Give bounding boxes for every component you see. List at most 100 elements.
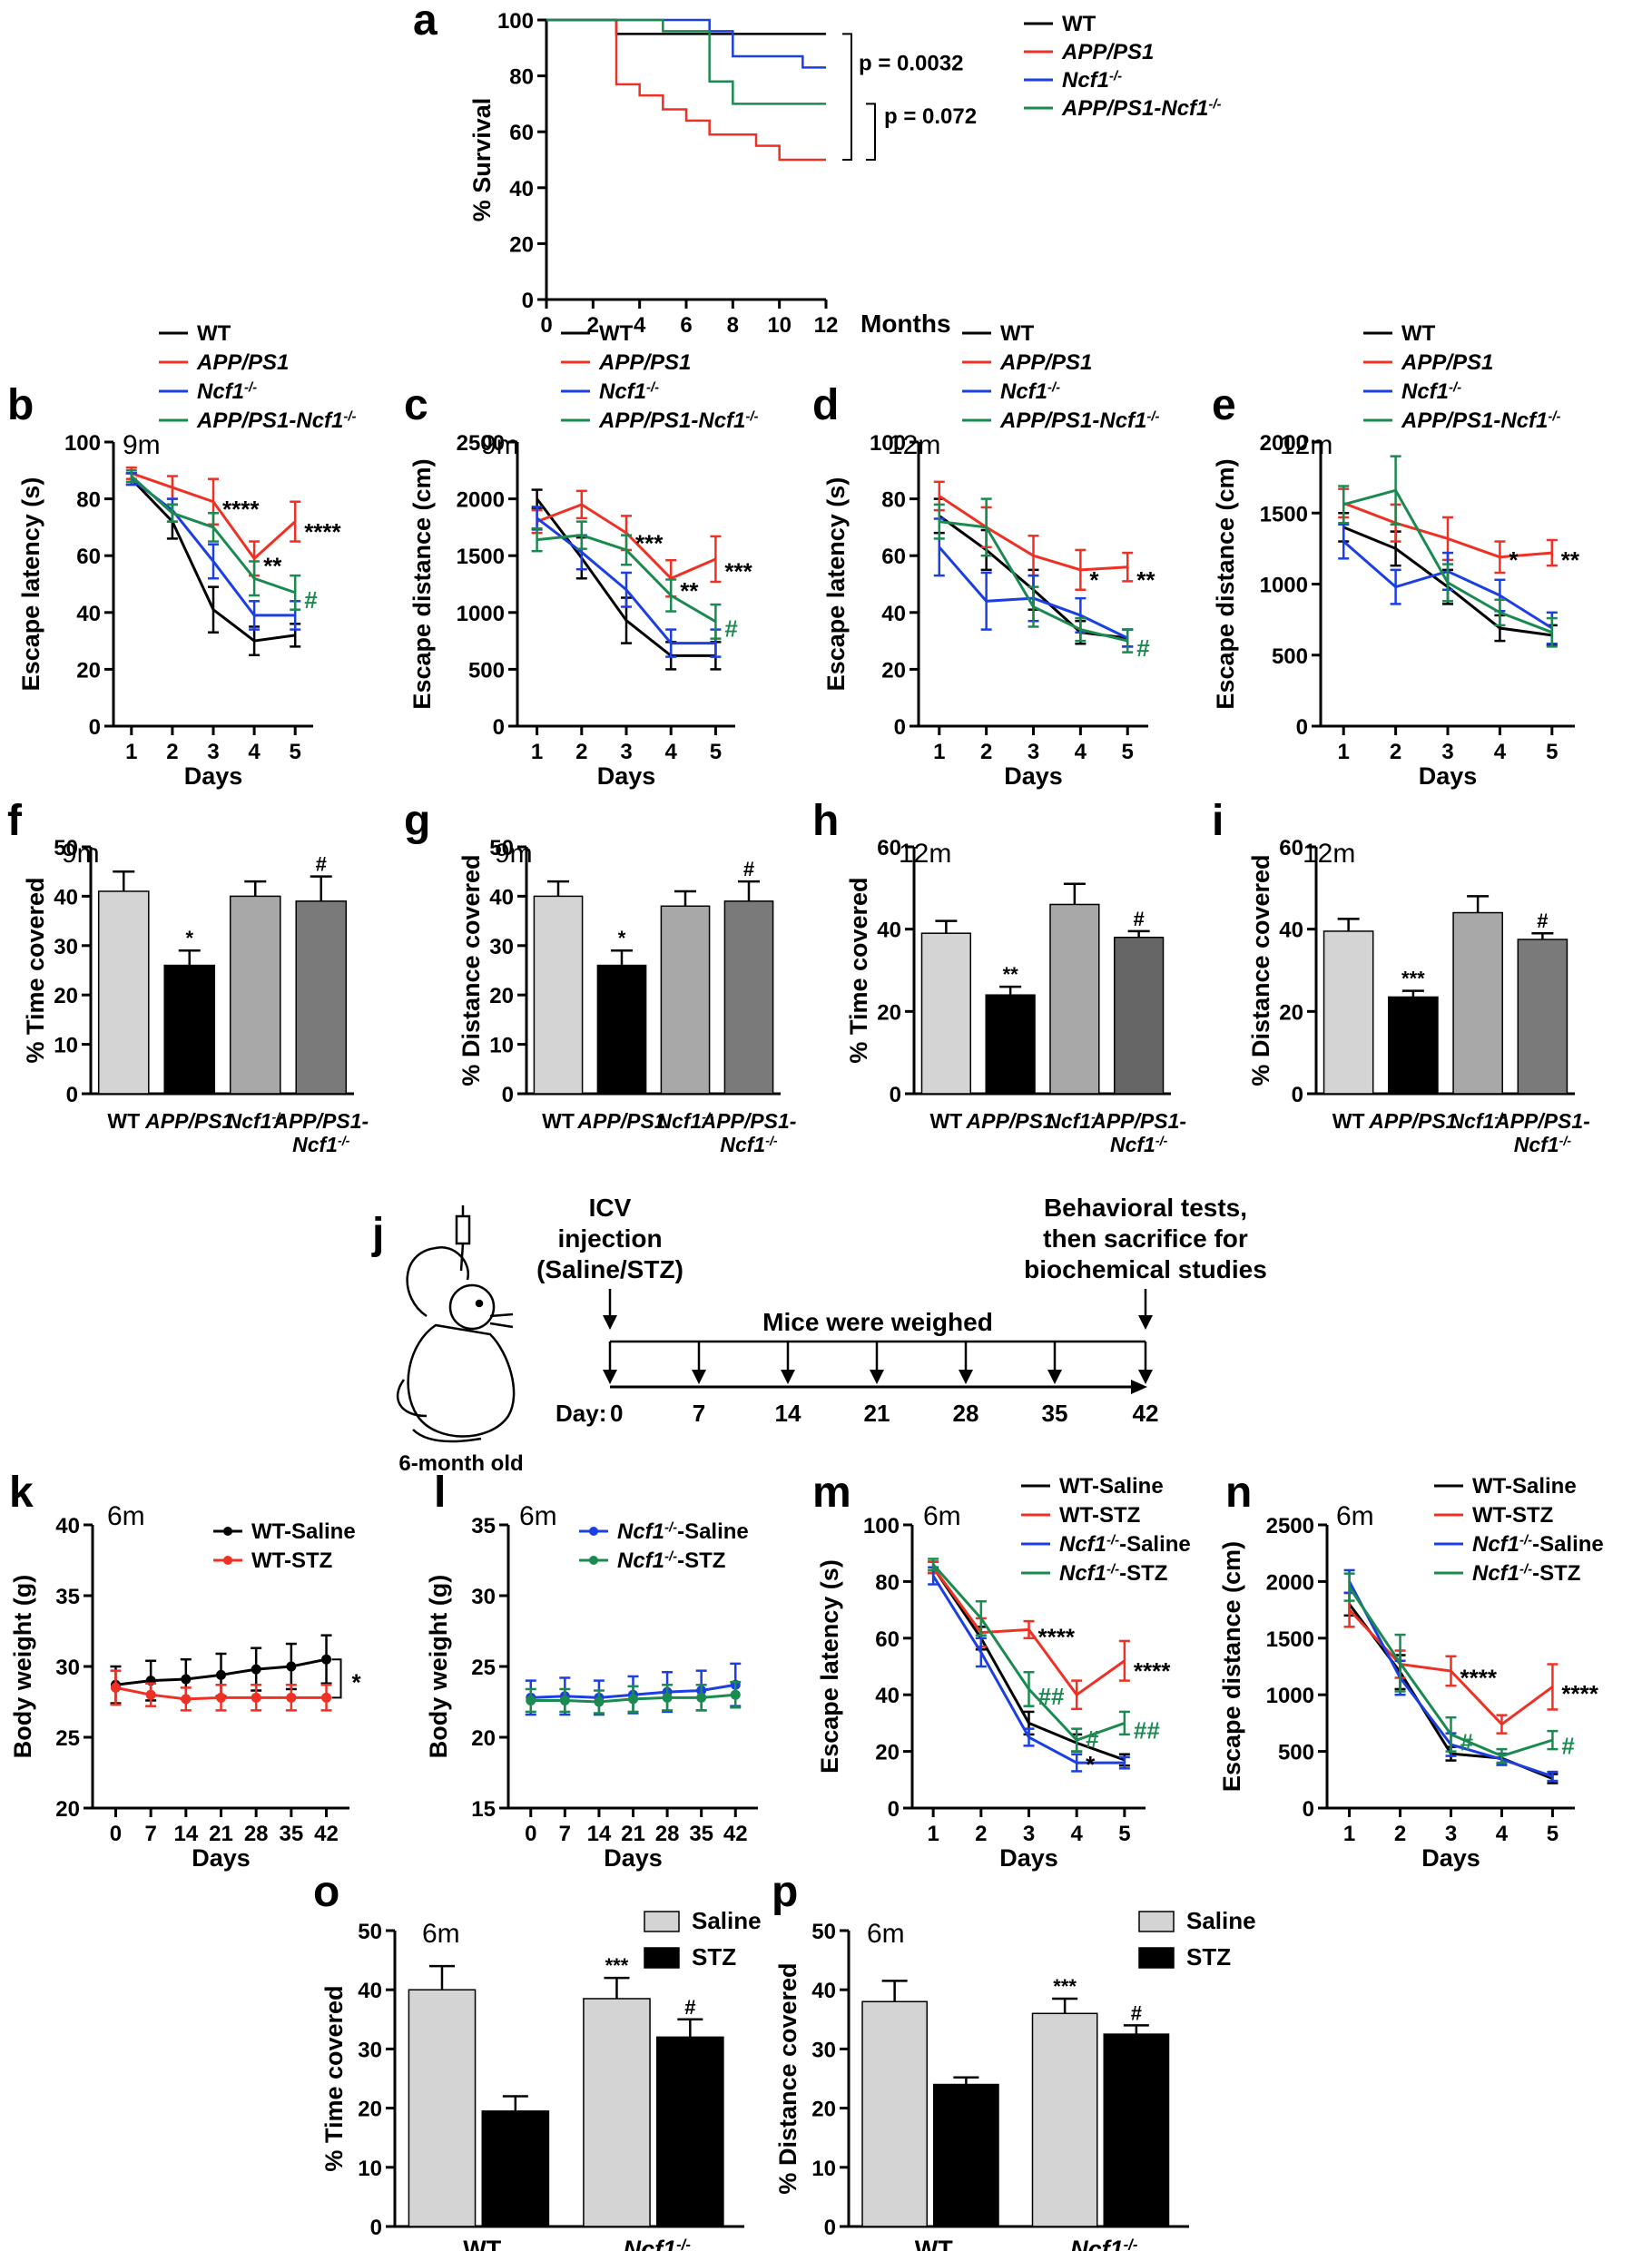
name-part: WT [1401, 321, 1436, 346]
x-tick-label: APP/PS1- [1090, 1109, 1186, 1133]
x-tick-label: 5 [1122, 740, 1134, 764]
pvalue-bracket [842, 33, 852, 161]
y-tick-label: 0 [890, 1083, 901, 1107]
name-superscript: -/- [1548, 409, 1560, 424]
y-tick-label: 25 [471, 1656, 496, 1680]
significance-mark: # [1134, 908, 1145, 930]
y-tick-label: 0 [888, 1797, 900, 1822]
name-part: Ncf1 [1046, 1109, 1091, 1133]
x-tick-label: 35 [280, 1822, 304, 1846]
name-part: APP/PS1 [576, 1109, 665, 1133]
significance-mark: * [1086, 1751, 1096, 1778]
panel-label: h [812, 797, 839, 845]
legend-label: Ncf1-/- [1401, 379, 1461, 404]
y-tick-label: 0 [66, 1083, 78, 1107]
name-part: WT-Saline [1472, 1474, 1577, 1499]
significance-mark: # [1537, 909, 1548, 932]
behavior-label: then sacrifice for [1043, 1224, 1248, 1253]
y-tick-label: 40 [489, 885, 514, 909]
icv-label: (Saline/STZ) [536, 1255, 683, 1283]
y-tick-label: 2500 [1266, 1514, 1314, 1538]
name-superscript: -/- [1109, 69, 1122, 84]
significance-mark: *** [724, 558, 752, 585]
chart-b: 0 20 40 60 80 100 Escape latency (s) 1 2 3 4 5 Days *… [7, 321, 356, 790]
legend-label: WT-STZ [1059, 1503, 1140, 1528]
x-tick-label: WT [107, 1109, 140, 1133]
legend-label: APP/PS1-Ncf1-/- [598, 408, 758, 433]
data-point [662, 1692, 673, 1703]
syringe-body [455, 1214, 471, 1245]
legend-label: APP/PS1 [1401, 350, 1493, 375]
name-part: APP/PS1- [272, 1109, 369, 1133]
mouse-body [407, 1323, 516, 1438]
x-tick-label: 1 [531, 740, 543, 764]
panel-label: n [1225, 1469, 1252, 1517]
y-tick-label: 20 [877, 1000, 901, 1025]
y-tick-label: 50 [54, 836, 78, 860]
significance-mark: * [1089, 566, 1099, 594]
x-tick-label: 2 [975, 1822, 987, 1846]
name-part: Ncf1 [720, 1133, 765, 1156]
day-prefix: Day: [556, 1400, 606, 1427]
name-superscript: -/- [1124, 2236, 1138, 2251]
x-tick-label: 0 [110, 1822, 122, 1846]
name-part: WT [929, 1109, 962, 1133]
weigh-arrow-head [1047, 1370, 1062, 1384]
name-superscript: -/- [745, 409, 758, 424]
bar [408, 1989, 477, 2227]
y-tick-label: 0 [824, 2216, 836, 2240]
legend-label: Saline [692, 1907, 762, 1934]
x-tick-label: 7 [144, 1822, 156, 1846]
y-axis-title: % Distance covered [1247, 854, 1274, 1086]
y-axis-title: % Time covered [845, 877, 872, 1063]
y-tick-label: 20 [1279, 1000, 1303, 1025]
x-tick-label: 5 [1118, 1822, 1130, 1846]
x-tick-label: WT [929, 1109, 962, 1133]
y-tick-label: 50 [358, 1920, 382, 1944]
name-superscript: -/- [1519, 1562, 1532, 1577]
age-label: 6-month old [398, 1451, 523, 1476]
y-tick-label: 2000 [1260, 431, 1308, 456]
name-part: Ncf1 [227, 1109, 272, 1133]
legend-label: WT [1062, 12, 1096, 36]
legend-label: WT-Saline [1059, 1474, 1164, 1499]
legend-label: APP/PS1 [196, 350, 289, 375]
x-axis-title: Days [604, 1844, 663, 1872]
bar [481, 2110, 550, 2227]
name-part: WT [463, 2236, 501, 2251]
data-point [181, 1694, 192, 1705]
x-tick-label: 10 [767, 313, 792, 338]
legend-label: WT [1000, 321, 1035, 346]
behavior-arrow-head [1138, 1315, 1153, 1330]
legend-label: Ncf1-/--Saline [617, 1519, 749, 1544]
x-tick-label: 28 [655, 1822, 680, 1846]
y-tick-label: 0 [370, 2216, 382, 2240]
name-superscript: -/- [702, 1111, 714, 1126]
name-part: -STZ [677, 1548, 725, 1573]
pvalue-label: p = 0.0032 [859, 51, 963, 75]
legend-label: Ncf1-/--Saline [1059, 1532, 1191, 1557]
name-superscript: -/- [664, 1520, 677, 1535]
y-tick-label: 2500 [457, 431, 505, 456]
weigh-arrow-head [870, 1370, 884, 1384]
name-part: WT [542, 1109, 575, 1133]
legend-label: APP/PS1 [999, 350, 1092, 375]
x-tick-label: 1 [933, 740, 945, 764]
legend-label: APP/PS1-Ncf1-/- [196, 408, 356, 433]
x-tick-label: Ncf1-/- [1046, 1109, 1104, 1133]
significance-mark: *** [635, 529, 664, 556]
name-part: WT [107, 1109, 140, 1133]
x-tick-label: Ncf1-/- [1514, 1133, 1572, 1156]
name-superscript: -/- [765, 1135, 778, 1149]
legend-label: WT [1401, 321, 1436, 346]
panel-label: p [772, 1868, 798, 1916]
legend-label: WT-STZ [251, 1548, 332, 1573]
y-tick-label: 1000 [1266, 1684, 1314, 1708]
x-tick-label: APP/PS1 [576, 1109, 665, 1133]
x-tick-label: APP/PS1- [272, 1109, 369, 1133]
x-tick-label: Ncf1-/- [720, 1133, 778, 1156]
x-tick-label: 4 [1071, 1822, 1084, 1846]
legend-label: Ncf1-/- [599, 379, 659, 404]
y-axis-title: Body weight (g) [9, 1575, 36, 1758]
